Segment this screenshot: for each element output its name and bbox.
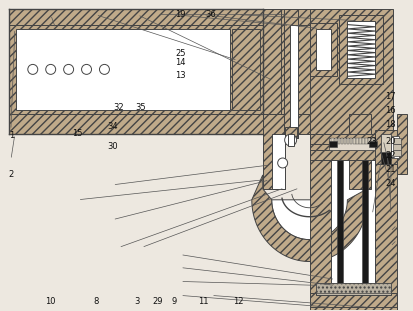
Bar bbox=[16, 29, 229, 110]
Circle shape bbox=[64, 64, 74, 74]
Text: 12: 12 bbox=[232, 296, 242, 305]
Bar bbox=[284, 127, 296, 137]
Bar bbox=[262, 114, 284, 189]
Bar bbox=[346, 138, 349, 144]
Bar bbox=[370, 138, 373, 144]
Bar bbox=[309, 150, 392, 160]
Bar bbox=[396, 114, 406, 174]
Bar bbox=[262, 9, 280, 114]
Text: 3: 3 bbox=[134, 296, 139, 305]
Text: 19: 19 bbox=[175, 10, 185, 19]
Bar bbox=[390, 136, 398, 158]
Bar bbox=[315, 283, 390, 295]
Bar bbox=[9, 25, 39, 114]
Bar bbox=[331, 138, 333, 144]
Bar bbox=[271, 134, 284, 189]
Bar bbox=[329, 138, 376, 150]
Bar bbox=[309, 307, 396, 311]
Bar bbox=[349, 114, 370, 189]
Text: 36: 36 bbox=[205, 10, 216, 19]
Bar bbox=[392, 150, 400, 156]
Circle shape bbox=[284, 134, 296, 146]
Bar bbox=[361, 148, 368, 287]
Circle shape bbox=[99, 64, 109, 74]
Bar bbox=[287, 134, 293, 146]
Text: 13: 13 bbox=[174, 71, 185, 80]
Text: 16: 16 bbox=[384, 106, 395, 115]
Text: 32: 32 bbox=[113, 103, 123, 112]
Text: 8: 8 bbox=[93, 296, 98, 305]
Bar bbox=[315, 283, 390, 293]
Bar bbox=[343, 138, 345, 144]
Bar bbox=[365, 138, 367, 144]
Bar bbox=[392, 144, 400, 150]
Text: 29: 29 bbox=[152, 296, 162, 305]
Bar bbox=[339, 15, 382, 84]
Text: 10: 10 bbox=[45, 296, 55, 305]
Polygon shape bbox=[251, 175, 366, 262]
Text: 18: 18 bbox=[384, 120, 395, 129]
Polygon shape bbox=[271, 200, 347, 239]
Bar bbox=[337, 138, 339, 144]
Text: 23: 23 bbox=[366, 137, 376, 146]
Text: 9: 9 bbox=[171, 296, 176, 305]
Bar bbox=[9, 25, 371, 114]
Circle shape bbox=[28, 64, 38, 74]
Bar bbox=[355, 138, 358, 144]
Bar bbox=[329, 141, 337, 147]
Bar bbox=[380, 152, 390, 164]
Text: 25: 25 bbox=[175, 49, 185, 58]
Circle shape bbox=[45, 64, 55, 74]
Bar bbox=[347, 21, 374, 78]
Bar bbox=[289, 25, 297, 138]
Bar bbox=[283, 9, 297, 138]
Text: 2: 2 bbox=[9, 169, 14, 179]
Bar bbox=[380, 134, 390, 160]
Text: 20: 20 bbox=[384, 137, 395, 146]
Text: 14: 14 bbox=[175, 58, 185, 67]
Bar bbox=[331, 134, 374, 293]
Text: 21: 21 bbox=[384, 165, 395, 174]
Bar bbox=[340, 138, 342, 144]
Bar bbox=[392, 138, 400, 144]
Text: 30: 30 bbox=[107, 142, 117, 151]
Bar bbox=[309, 9, 392, 138]
Bar bbox=[349, 138, 351, 144]
Text: 35: 35 bbox=[135, 103, 146, 112]
Bar bbox=[231, 29, 259, 110]
Bar bbox=[9, 9, 376, 25]
Bar bbox=[374, 130, 404, 164]
Bar bbox=[309, 23, 337, 77]
Bar bbox=[374, 134, 396, 293]
Bar bbox=[315, 29, 331, 70]
Bar bbox=[309, 293, 396, 309]
Text: 15: 15 bbox=[72, 129, 82, 138]
Text: 17: 17 bbox=[384, 92, 395, 101]
Text: 24: 24 bbox=[384, 179, 395, 188]
Text: 1: 1 bbox=[9, 131, 14, 140]
Bar bbox=[309, 134, 392, 144]
Circle shape bbox=[81, 64, 91, 74]
Text: 34: 34 bbox=[107, 122, 117, 131]
Bar bbox=[9, 114, 371, 134]
Bar bbox=[361, 138, 364, 144]
Text: 22: 22 bbox=[384, 151, 395, 160]
Bar bbox=[352, 138, 355, 144]
Circle shape bbox=[277, 158, 287, 168]
Bar bbox=[368, 138, 370, 144]
Bar bbox=[334, 138, 336, 144]
Bar bbox=[309, 134, 331, 293]
Text: 11: 11 bbox=[197, 296, 208, 305]
Bar bbox=[337, 148, 342, 287]
Bar bbox=[358, 138, 361, 144]
Bar bbox=[368, 141, 376, 147]
